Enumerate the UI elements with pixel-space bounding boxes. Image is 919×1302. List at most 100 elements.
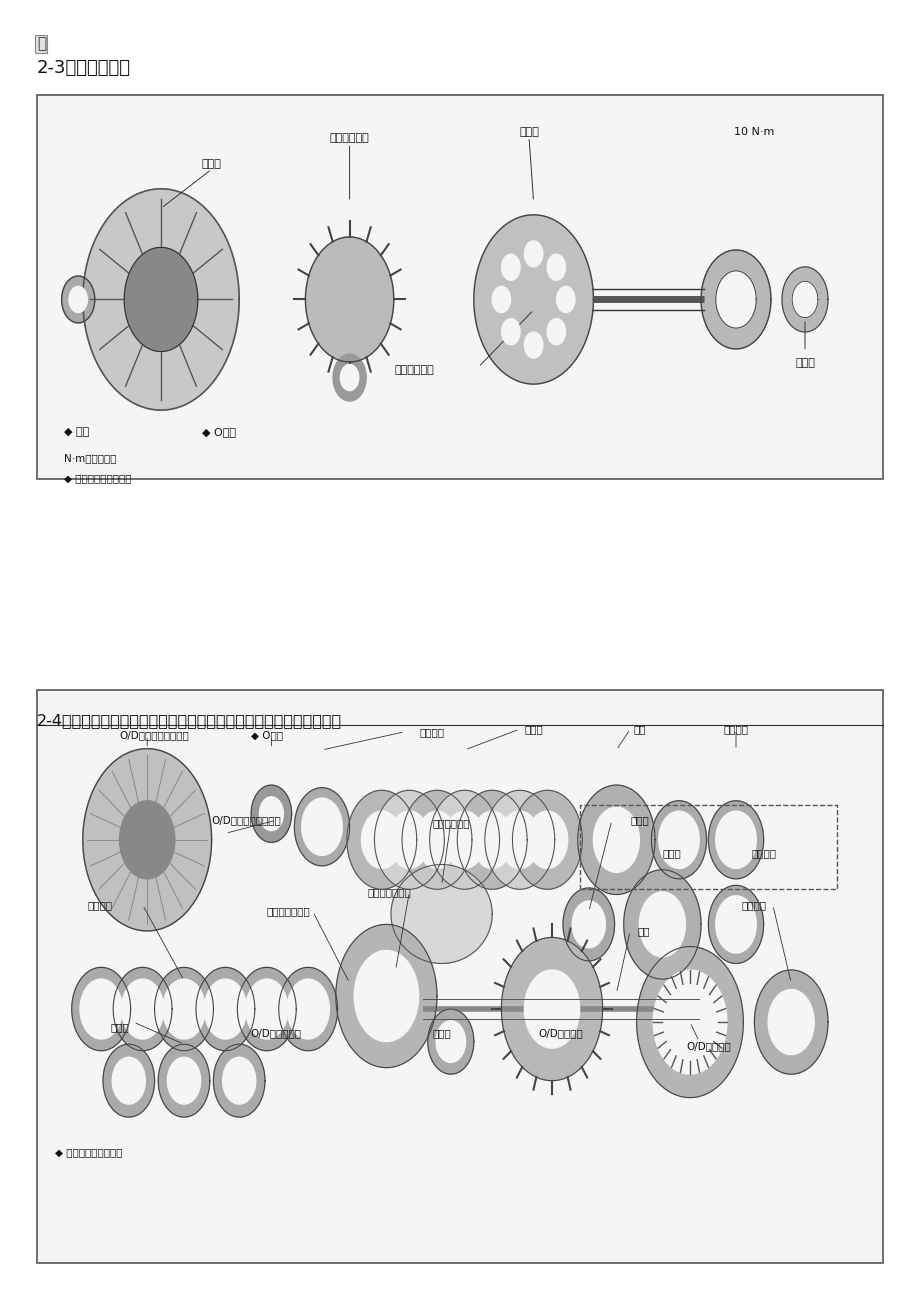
Polygon shape [484,790,554,889]
Polygon shape [547,254,565,280]
Polygon shape [524,332,542,358]
Polygon shape [636,947,743,1098]
Polygon shape [278,967,337,1051]
Text: 三: 三 [37,36,46,52]
Polygon shape [305,237,393,362]
Polygon shape [427,1009,473,1074]
Polygon shape [708,885,763,963]
Polygon shape [204,979,246,1039]
Text: 离合片: 离合片 [524,724,542,734]
Polygon shape [346,790,416,889]
Polygon shape [562,888,614,961]
Polygon shape [287,979,329,1039]
Text: 轴承: 轴承 [637,926,650,936]
Text: ◆ 油封: ◆ 油封 [64,427,89,437]
Polygon shape [251,785,291,842]
Polygon shape [501,937,602,1081]
Bar [579,805,836,889]
Polygon shape [83,189,239,410]
Polygon shape [112,1057,145,1104]
Polygon shape [473,215,593,384]
Polygon shape [651,801,706,879]
Polygon shape [572,901,605,948]
Polygon shape [700,250,770,349]
Polygon shape [512,790,582,889]
Polygon shape [715,811,755,868]
Polygon shape [389,811,429,868]
Text: 单向离合器外圈: 单向离合器外圈 [368,887,412,897]
Polygon shape [593,807,639,872]
Text: 定子轴: 定子轴 [518,126,539,137]
Polygon shape [556,286,574,312]
Polygon shape [113,967,172,1051]
Text: 单向离合器内圈: 单向离合器内圈 [267,906,311,917]
Polygon shape [715,271,755,328]
Polygon shape [471,811,512,868]
Polygon shape [492,286,510,312]
FancyBboxPatch shape [37,95,882,479]
Polygon shape [436,1021,465,1062]
Polygon shape [791,281,817,318]
Text: O/D行星齿轮: O/D行星齿轮 [539,1029,583,1039]
Polygon shape [577,785,654,894]
Polygon shape [103,1044,154,1117]
Polygon shape [499,811,539,868]
Polygon shape [222,1057,255,1104]
Polygon shape [623,870,700,979]
Polygon shape [245,979,288,1039]
Polygon shape [391,865,492,963]
Text: O/D直接挡离合器活塞: O/D直接挡离合器活塞 [211,815,281,825]
Polygon shape [259,797,283,831]
Text: 2-3、油泵分解图: 2-3、油泵分解图 [37,59,130,77]
Polygon shape [154,967,213,1051]
Polygon shape [119,801,175,879]
Polygon shape [524,970,579,1048]
Polygon shape [354,950,418,1042]
Text: 活塞回位弹簧: 活塞回位弹簧 [432,818,469,828]
Polygon shape [72,967,130,1051]
Polygon shape [62,276,95,323]
Polygon shape [652,970,726,1074]
Text: ◆ 不可重复使用的零件: ◆ 不可重复使用的零件 [55,1147,122,1157]
Text: 油泵驱动齿轮: 油泵驱动齿轮 [393,365,434,375]
Polygon shape [374,790,444,889]
Polygon shape [361,811,402,868]
Text: 法兰: 法兰 [632,724,645,734]
Polygon shape [429,790,499,889]
Polygon shape [781,267,827,332]
Polygon shape [80,979,122,1039]
Text: 2-4、超速档行星齿轮、超速直接档离合器和超速档单向离合器分解图: 2-4、超速档行星齿轮、超速直接档离合器和超速档单向离合器分解图 [37,713,342,729]
Polygon shape [158,1044,210,1117]
Text: O/D直接挡离合器转鼓: O/D直接挡离合器转鼓 [119,730,189,741]
Polygon shape [213,1044,265,1117]
Text: O/D行星齿圈: O/D行星齿圈 [686,1042,730,1052]
Polygon shape [402,790,471,889]
Text: N·m：规定力矩: N·m：规定力矩 [64,453,117,464]
Polygon shape [121,979,164,1039]
Polygon shape [167,1057,200,1104]
FancyBboxPatch shape [37,690,882,1263]
Polygon shape [708,801,763,879]
Polygon shape [501,254,519,280]
Text: 隔离片: 隔离片 [110,1022,129,1032]
Polygon shape [69,286,87,312]
Polygon shape [333,354,366,401]
Polygon shape [767,990,813,1055]
Text: 离合盘: 离合盘 [662,848,680,858]
Polygon shape [301,798,342,855]
Text: 弹性挡圈: 弹性挡圈 [87,900,112,910]
Text: ◆ O型圈: ◆ O型圈 [202,427,236,437]
Polygon shape [163,979,205,1039]
Polygon shape [444,811,484,868]
Text: 弹性挡圈: 弹性挡圈 [419,727,445,737]
Text: 油泵从动齿轮: 油泵从动齿轮 [329,133,369,143]
Polygon shape [527,811,567,868]
Text: 油封圈: 油封圈 [794,358,814,368]
Polygon shape [340,365,358,391]
Polygon shape [501,319,519,345]
Polygon shape [639,892,685,957]
Polygon shape [754,970,827,1074]
Text: 弹性挡圈: 弹性挡圈 [750,848,776,858]
Text: 弹性挡圈: 弹性挡圈 [722,724,748,734]
Polygon shape [715,896,755,953]
